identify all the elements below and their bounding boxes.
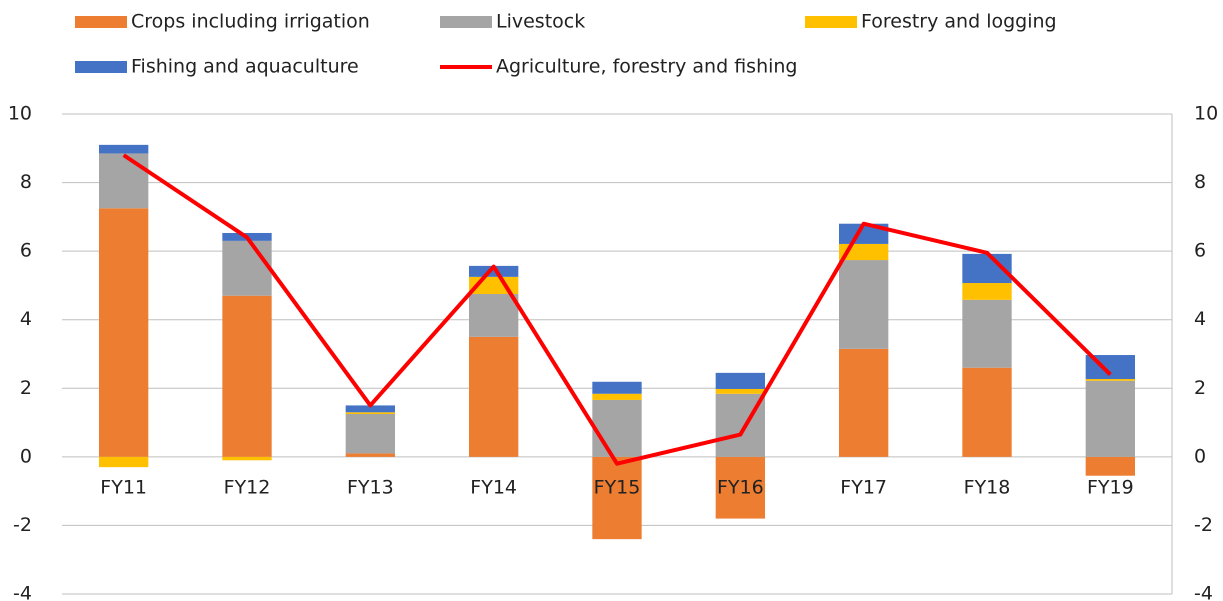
bar (1085, 380, 1135, 457)
bar (1085, 379, 1135, 381)
bar (839, 348, 889, 457)
x-tick-label: FY16 (717, 476, 764, 498)
bar (1085, 456, 1135, 476)
y2-tick-label: 4 (1194, 308, 1206, 330)
x-tick-label: FY11 (100, 476, 147, 498)
legend-swatch (440, 16, 492, 28)
legend-label: Livestock (496, 11, 585, 33)
y2-tick-label: 0 (1194, 445, 1206, 467)
bar (962, 283, 1012, 300)
y2-tick-label: 8 (1194, 171, 1206, 193)
bar (592, 381, 642, 394)
y-tick-label: 10 (8, 103, 32, 125)
legend-label: Crops including irrigation (131, 11, 370, 33)
legend-label: Agriculture, forestry and fishing (496, 56, 798, 78)
bar (715, 372, 765, 389)
y2-tick-label: -4 (1194, 583, 1213, 601)
legend-swatch (75, 61, 127, 73)
y-tick-label: 0 (20, 445, 32, 467)
y-tick-label: -4 (13, 583, 32, 601)
bar (345, 414, 395, 454)
y-tick-label: -2 (13, 514, 32, 536)
x-tick-label: FY14 (470, 476, 517, 498)
legend-swatch (805, 16, 857, 28)
y-tick-label: 4 (20, 308, 32, 330)
bar (345, 405, 395, 413)
x-tick-label: FY18 (964, 476, 1011, 498)
bar (839, 260, 889, 349)
x-tick-label: FY12 (224, 476, 271, 498)
bar (99, 456, 149, 468)
x-tick-label: FY19 (1087, 476, 1134, 498)
bar (222, 295, 272, 457)
bar (99, 144, 149, 154)
bar (99, 153, 149, 209)
y2-tick-label: 2 (1194, 377, 1206, 399)
bar (222, 240, 272, 296)
bar (99, 208, 149, 457)
bar (469, 336, 519, 457)
y-tick-label: 6 (20, 240, 32, 262)
legend-swatch (75, 16, 127, 28)
bar (345, 412, 395, 414)
y2-tick-label: 10 (1194, 103, 1218, 125)
bar (222, 456, 272, 461)
bar (839, 223, 889, 244)
bar (715, 456, 765, 519)
y2-tick-label: 6 (1194, 240, 1206, 262)
legend-label: Forestry and logging (861, 11, 1057, 33)
bar (345, 453, 395, 457)
x-tick-label: FY13 (347, 476, 394, 498)
bar (592, 456, 642, 540)
bar (962, 299, 1012, 368)
bar (962, 367, 1012, 457)
bar (469, 265, 519, 277)
bar (715, 388, 765, 394)
bar (592, 399, 642, 457)
y2-tick-label: -2 (1194, 514, 1213, 536)
y-tick-label: 8 (20, 171, 32, 193)
x-tick-label: FY17 (840, 476, 887, 498)
bar (592, 393, 642, 400)
legend-label: Fishing and aquaculture (131, 56, 359, 78)
x-tick-label: FY15 (594, 476, 641, 498)
bar (469, 294, 519, 337)
y-tick-label: 2 (20, 377, 32, 399)
line-series (122, 153, 1112, 466)
